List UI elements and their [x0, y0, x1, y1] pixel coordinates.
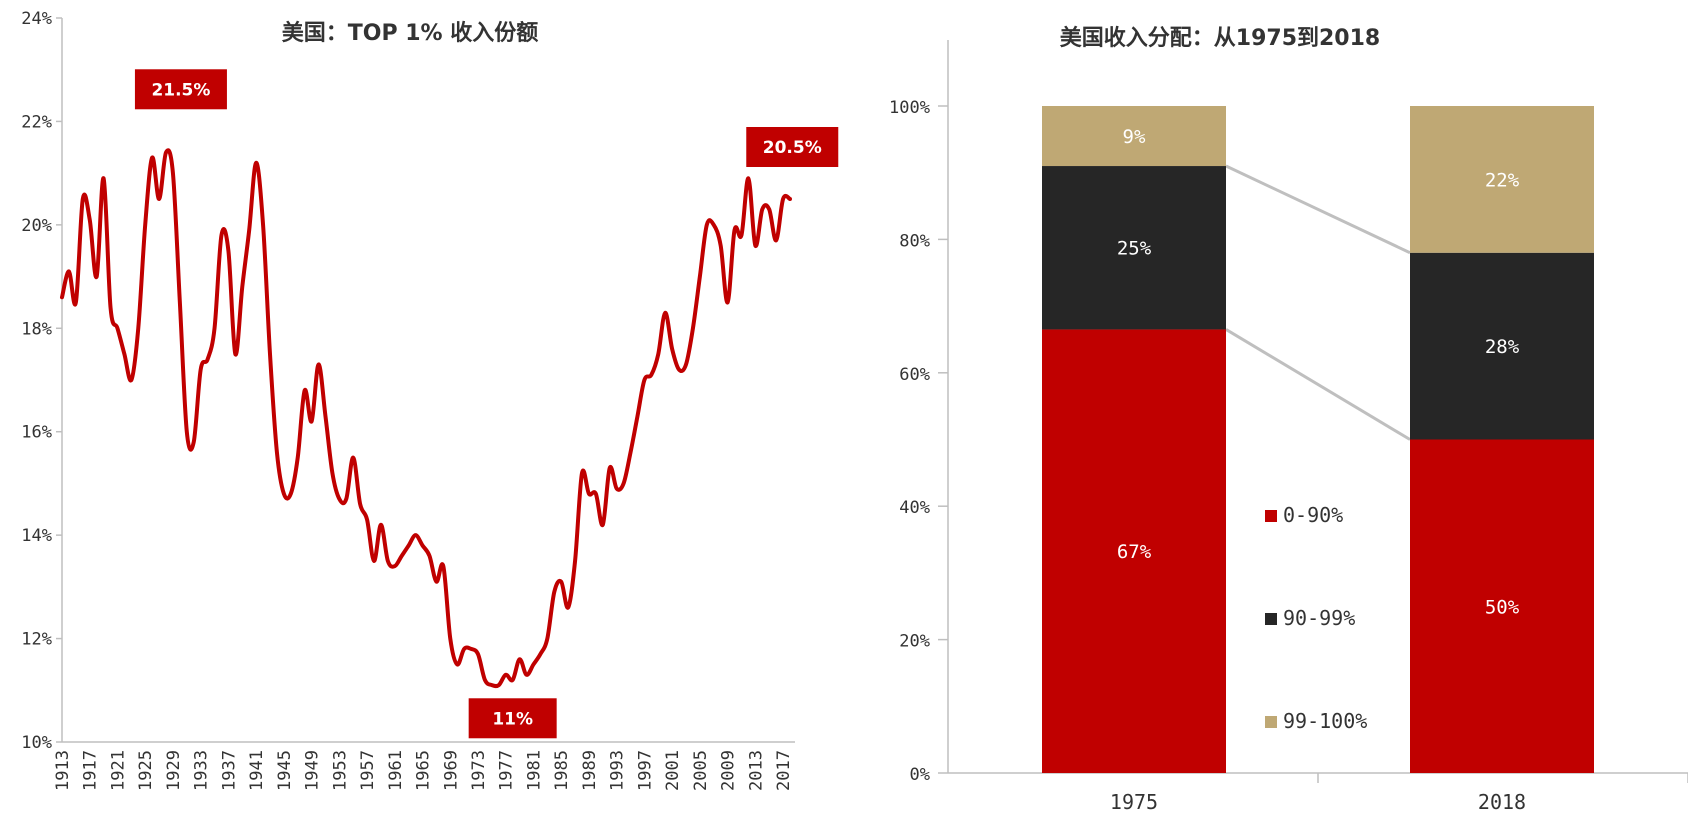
x-tick-label: 1933: [192, 750, 212, 791]
x-tick-label: 1997: [635, 750, 655, 791]
category-label: 2018: [1478, 790, 1526, 814]
x-tick-label: 2013: [746, 750, 766, 791]
bar-chart-title: 美国收入分配：从1975到2018: [1060, 25, 1380, 51]
bar-segment: [1410, 252, 1594, 440]
x-tick-label: 2009: [719, 750, 739, 791]
connector-line: [1225, 328, 1411, 441]
line-chart-y-ticks: 10% 12% 14% 16% 18% 20% 22% 24%: [21, 9, 62, 753]
segment-value-label: 25%: [1117, 238, 1152, 260]
legend-label: 90-99%: [1283, 606, 1355, 630]
x-tick-label: 1941: [247, 750, 267, 791]
line-chart-annotations: 21.5% 11% 20.5%: [134, 69, 839, 739]
top1-share-series-line: [60, 148, 792, 689]
legend-swatch: [1265, 510, 1277, 522]
line-chart-title: 美国：TOP 1% 收入份额: [282, 20, 539, 46]
connector-line: [1225, 164, 1411, 255]
legend-swatch: [1265, 716, 1277, 728]
category-label: 1975: [1110, 790, 1158, 814]
legend-swatch: [1265, 613, 1277, 625]
x-tick-label: 1981: [524, 750, 544, 791]
bar-segments: 67% 25% 9% 50% 28% 22%: [1042, 106, 1594, 773]
x-tick-label: 1973: [469, 750, 489, 791]
line-chart-x-ticks: 1913 1917 1921 1925 1929 1933 1937 1941 1945 1949…: [53, 750, 794, 791]
legend-label: 99-100%: [1283, 709, 1367, 733]
x-tick-label: 1977: [497, 750, 517, 791]
bar-segment: [1042, 106, 1226, 167]
legend-label: 0-90%: [1283, 503, 1343, 527]
x-tick-label: 1921: [108, 750, 128, 791]
bar-segment: [1042, 329, 1226, 773]
y-tick-label: 0%: [910, 765, 930, 785]
x-tick-label: 1913: [53, 750, 73, 791]
y-tick-label: 22%: [21, 112, 52, 132]
line-chart: 美国：TOP 1% 收入份额 10%12%14%16%18%20%22%24% …: [21, 9, 839, 791]
x-tick-label: 1985: [552, 750, 572, 791]
segment-value-label: 9%: [1123, 126, 1146, 148]
x-tick-label: 1925: [136, 750, 156, 791]
y-tick-label: 20%: [899, 632, 930, 652]
y-tick-label: 10%: [21, 733, 52, 753]
x-tick-label: 1937: [219, 750, 239, 791]
y-tick-label: 14%: [21, 526, 52, 546]
annotation-callout: [134, 69, 227, 110]
x-tick-label: 1949: [303, 750, 323, 791]
x-tick-label: 1969: [441, 750, 461, 791]
bar-segment: [1042, 166, 1226, 330]
y-tick-label: 18%: [21, 319, 52, 339]
annotation-label: 11%: [492, 709, 533, 729]
annotation-callout: [468, 698, 557, 739]
bar-category-labels: 1975 2018: [1110, 790, 1526, 814]
y-tick-label: 24%: [21, 9, 52, 29]
y-tick-label: 20%: [21, 216, 52, 236]
stacked-bar-chart: 美国收入分配：从1975到2018 0% 20% 40% 60% 80% 100% 67%…: [889, 25, 1688, 814]
x-tick-label: 1989: [580, 750, 600, 791]
segment-value-label: 67%: [1117, 541, 1152, 563]
x-tick-label: 1929: [164, 750, 184, 791]
bar-chart-y-ticks: 0% 20% 40% 60% 80% 100%: [889, 98, 1688, 785]
y-tick-label: 12%: [21, 630, 52, 650]
annotation-callout: [746, 127, 839, 167]
annotation-label: 21.5%: [151, 80, 210, 100]
y-tick-label: 60%: [899, 365, 930, 385]
x-tick-label: 1953: [330, 750, 350, 791]
bar-segment: [1410, 106, 1594, 253]
y-tick-label: 16%: [21, 423, 52, 443]
bar-connectors: [1225, 164, 1411, 441]
x-tick-label: 1945: [275, 750, 295, 791]
bar-segment: [1410, 439, 1594, 773]
annotation-label: 20.5%: [763, 138, 822, 158]
x-tick-label: 1917: [81, 750, 101, 791]
y-tick-label: 80%: [899, 231, 930, 251]
x-tick-label: 1961: [386, 750, 406, 791]
segment-value-label: 50%: [1485, 596, 1520, 618]
y-tick-label: 100%: [889, 98, 930, 118]
x-tick-label: 2005: [691, 750, 711, 791]
x-tick-label: 2017: [774, 750, 794, 791]
x-tick-label: 1965: [414, 750, 434, 791]
x-tick-label: 1993: [608, 750, 628, 791]
segment-value-label: 22%: [1485, 169, 1520, 191]
x-tick-label: 1957: [358, 750, 378, 791]
x-tick-label: 2001: [663, 750, 683, 791]
y-tick-label: 40%: [899, 498, 930, 518]
bar-legend: 0-90% 90-99% 99-100%: [1265, 503, 1367, 733]
segment-value-label: 28%: [1485, 336, 1520, 358]
